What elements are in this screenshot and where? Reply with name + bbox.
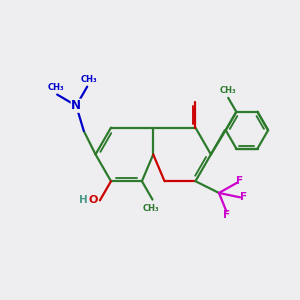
Text: N: N: [71, 99, 81, 112]
Text: F: F: [223, 210, 230, 220]
Text: CH₃: CH₃: [47, 82, 64, 91]
Text: H: H: [80, 195, 88, 205]
Text: F: F: [236, 176, 243, 186]
Text: CH₃: CH₃: [220, 86, 236, 95]
Text: CH₃: CH₃: [80, 75, 97, 84]
Text: CH₃: CH₃: [143, 204, 159, 213]
Text: F: F: [239, 192, 247, 203]
Text: O: O: [89, 195, 98, 205]
